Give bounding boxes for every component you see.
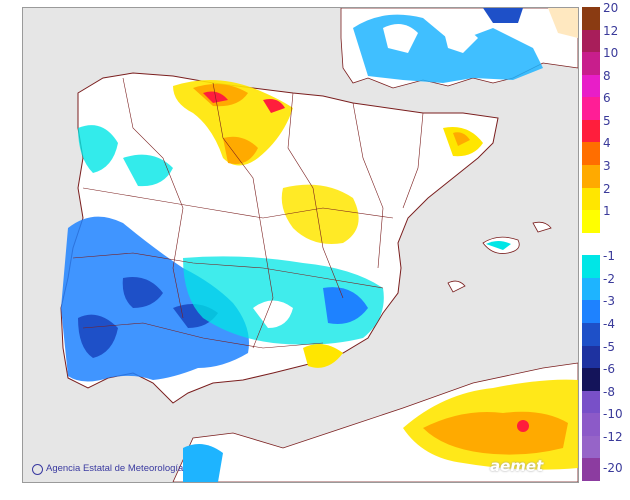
legend-swatch [582,300,600,324]
map-svg [23,8,578,482]
copyright-icon [32,464,43,475]
galicia-cyan [78,125,118,173]
legend-swatch [582,345,600,369]
africa-anomaly-orange [423,411,568,455]
anomaly-map [22,7,579,483]
legend-swatch [582,7,600,31]
legend-swatch [582,142,600,166]
legend-tick-label: -20 [603,461,623,475]
legend-swatch [582,74,600,98]
legend-tick-label: -10 [603,407,623,422]
legend-swatch [582,255,600,279]
province-borders [72,77,424,349]
color-legend [582,7,600,482]
central-white-patch [253,300,293,328]
legend-swatch [582,368,600,392]
ibiza [447,280,466,293]
legend-swatch [582,458,600,482]
legend-swatch [582,435,600,459]
legend-tick-label: 2 [603,181,611,196]
legend-swatch [582,277,600,301]
mallorca-cyan [486,241,511,250]
legend-swatch [582,210,600,234]
legend-tick-label: 5 [603,113,611,128]
legend-swatch [582,52,600,76]
france-orange-patch [548,8,578,38]
portugal-dark-patch [78,314,118,358]
legend-tick-label: 8 [603,68,611,83]
legend-swatch [582,119,600,143]
legend-swatch [582,165,600,189]
africa-red-spot [517,420,529,432]
legend-swatch [582,29,600,53]
aemet-logo: aemet [490,457,544,475]
north-anomaly-yellow [173,79,293,166]
legend-swatch [582,187,600,211]
legend-tick-label: 6 [603,91,611,106]
legend-swatch [582,323,600,347]
france-white-patch-2 [443,26,478,53]
legend-swatch [582,390,600,414]
legend-swatch [582,413,600,437]
legend-swatch [582,97,600,121]
legend-tick-label: 3 [603,159,611,173]
legend-tick-label: -1 [603,249,615,264]
legend-tick-label: -8 [603,384,615,399]
legend-tick-label: 12 [603,23,619,38]
africa-blue-patch [183,444,223,482]
castilla-cyan [123,154,173,187]
rioja-anomaly-orange [223,136,258,164]
legend-tick-label: -2 [603,271,615,286]
aragon-anomaly-yellow [281,184,359,244]
south-anomaly-yellow [303,344,343,368]
catalonia-anomaly-orange [453,132,470,146]
legend-tick-label: -12 [603,429,623,444]
murcia-blue-patch [323,287,368,324]
legend-tick-label: -4 [603,317,615,331]
france-white-patch [383,24,418,53]
legend-tick-label: 20 [603,1,619,15]
legend-tick-label: -6 [603,362,615,377]
menorca [532,221,552,233]
credit-text: Agencia Estatal de Meteorología [46,463,184,474]
legend-tick-label: -3 [603,294,615,309]
basque-anomaly-red [263,99,285,113]
legend-tick-label: 10 [603,46,619,61]
legend-tick-label: 1 [603,204,611,219]
legend-tick-label: -5 [603,339,615,354]
extremadura-dark-patch [122,277,163,308]
france-dark-patch [483,8,523,23]
legend-swatch [582,232,600,256]
legend-tick-label: 4 [603,136,611,151]
